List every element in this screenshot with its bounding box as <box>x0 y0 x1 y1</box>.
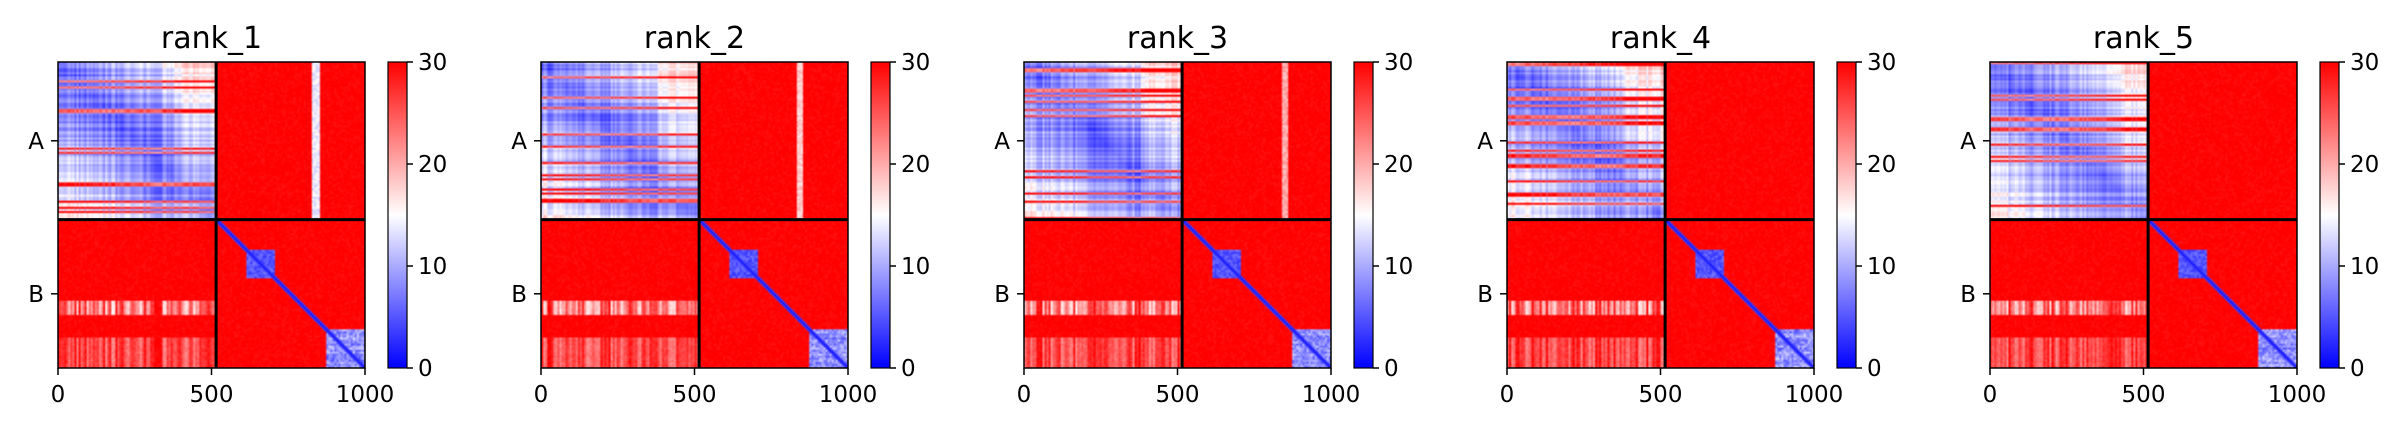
heatmap-image <box>1024 62 1331 368</box>
chain-label: A <box>994 129 1010 155</box>
colorbar-tick-label: 0 <box>1867 356 1882 382</box>
colorbar-tick-label: 20 <box>2350 152 2379 178</box>
x-tick-label: 0 <box>1017 382 1032 408</box>
panel-title: rank_3 <box>1127 21 1228 56</box>
x-tick-label: 1000 <box>1302 382 1361 408</box>
colorbar-tick-label: 30 <box>1384 50 1413 76</box>
colorbar-tick-label: 0 <box>1384 356 1399 382</box>
x-tick-label: 0 <box>534 382 549 408</box>
x-tick-label: 500 <box>2122 382 2166 408</box>
colorbar <box>870 61 891 369</box>
heatmap-image <box>1507 62 1814 368</box>
colorbar-tick-label: 20 <box>1384 152 1413 178</box>
panel-2: rank_2 0 500 1000 A B 0 10 20 30 <box>511 21 930 408</box>
colorbar-tick-label: 30 <box>1867 50 1896 76</box>
colorbar-tick-label: 20 <box>1867 152 1896 178</box>
x-tick-label: 1000 <box>336 382 395 408</box>
heatmap-image <box>58 62 365 368</box>
panel-title: rank_2 <box>644 21 745 56</box>
colorbar-tick-label: 30 <box>418 50 447 76</box>
x-tick-label: 500 <box>1639 382 1683 408</box>
x-tick-label: 500 <box>673 382 717 408</box>
chain-label: B <box>28 282 44 308</box>
colorbar-tick-label: 30 <box>2350 50 2379 76</box>
x-tick-label: 0 <box>1500 382 1515 408</box>
chain-label: A <box>1477 129 1493 155</box>
colorbar <box>2319 61 2340 369</box>
x-tick-label: 1000 <box>1785 382 1844 408</box>
chain-label: B <box>1477 282 1493 308</box>
x-tick-label: 1000 <box>2268 382 2327 408</box>
x-tick-label: 1000 <box>819 382 878 408</box>
chain-label: A <box>511 129 527 155</box>
colorbar-tick-label: 0 <box>418 356 433 382</box>
colorbar <box>1353 61 1374 369</box>
panel-4: rank_4 0 500 1000 A B 0 10 20 30 <box>1477 21 1896 408</box>
heatmap-image <box>1990 62 2297 368</box>
colorbar-tick-label: 20 <box>418 152 447 178</box>
chain-label: B <box>1960 282 1976 308</box>
chain-label: A <box>28 129 44 155</box>
colorbar-tick-label: 0 <box>2350 356 2365 382</box>
panel-1: rank_1 0 500 1000 A B 0 10 20 30 <box>28 21 447 408</box>
panel-title: rank_5 <box>2093 21 2194 56</box>
colorbar <box>387 61 408 369</box>
colorbar-tick-label: 10 <box>1867 254 1896 280</box>
chain-label: B <box>511 282 527 308</box>
panel-title: rank_1 <box>161 21 262 56</box>
x-tick-label: 500 <box>190 382 234 408</box>
colorbar-tick-label: 0 <box>901 356 916 382</box>
colorbar-tick-label: 10 <box>2350 254 2379 280</box>
heatmap-image <box>541 62 848 368</box>
colorbar-tick-label: 20 <box>901 152 930 178</box>
x-tick-label: 500 <box>1156 382 1200 408</box>
x-tick-label: 0 <box>51 382 66 408</box>
x-tick-label: 0 <box>1983 382 1998 408</box>
colorbar-tick-label: 10 <box>901 254 930 280</box>
chain-label: B <box>994 282 1010 308</box>
colorbar-tick-label: 30 <box>901 50 930 76</box>
panel-3: rank_3 0 500 1000 A B 0 10 20 30 <box>994 21 1413 408</box>
panel-5: rank_5 0 500 1000 A B 0 10 20 30 <box>1960 21 2379 408</box>
colorbar-tick-label: 10 <box>1384 254 1413 280</box>
panel-title: rank_4 <box>1610 21 1711 56</box>
colorbar <box>1836 61 1857 369</box>
chain-label: A <box>1960 129 1976 155</box>
colorbar-tick-label: 10 <box>418 254 447 280</box>
